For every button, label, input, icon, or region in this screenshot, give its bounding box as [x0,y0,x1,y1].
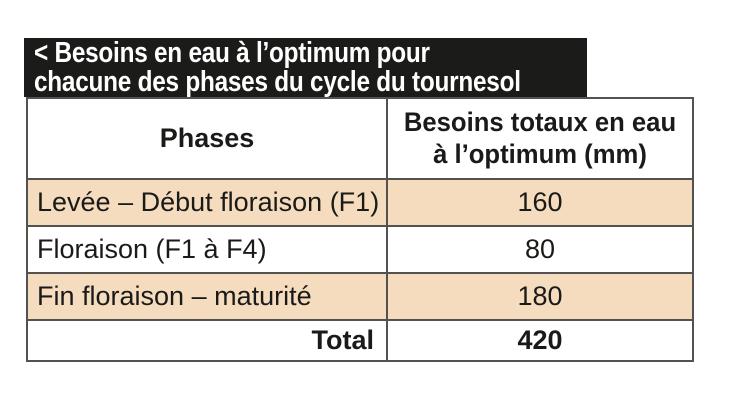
column-header-besoins: Besoins totaux en eau à l’optimum (mm) [386,97,694,180]
column-header-besoins-text: Besoins totaux en eau à l’optimum (mm) [403,107,677,169]
value-cell: 180 [386,272,694,321]
value-cell: 160 [386,178,694,227]
table-row-fin-floraison: Fin floraison – maturité 180 [26,272,694,321]
phase-cell: Fin floraison – maturité [26,272,388,321]
phase-cell: Floraison (F1 à F4) [26,225,388,274]
caption-line-1: < Besoins en eau à l’optimum pour [34,38,430,69]
table-header-row: Phases Besoins totaux en eau à l’optimum… [26,97,694,180]
value-cell: 80 [386,225,694,274]
water-needs-table: Phases Besoins totaux en eau à l’optimum… [26,97,694,362]
total-value-cell: 420 [386,319,694,362]
total-label-cell: Total [26,319,388,362]
table-total-row: Total 420 [26,319,694,362]
table-row-levee: Levée – Début floraison (F1) 160 [26,178,694,227]
table-row-floraison: Floraison (F1 à F4) 80 [26,225,694,274]
figure-caption-banner: < Besoins en eau à l’optimum pour chacun… [24,38,587,97]
column-header-phases: Phases [26,97,388,180]
caption-line-2: chacune des phases du cycle du tournesol [34,66,521,97]
phase-cell: Levée – Début floraison (F1) [26,178,388,227]
